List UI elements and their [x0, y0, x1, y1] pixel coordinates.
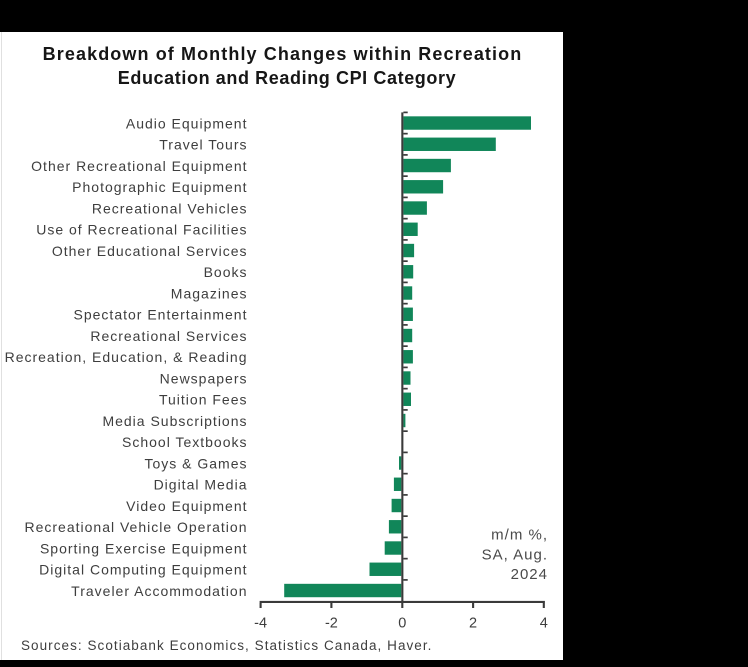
svg-text:Other Educational Services: Other Educational Services	[52, 243, 248, 259]
svg-text:Toys & Games: Toys & Games	[144, 455, 247, 471]
svg-text:Newspapers: Newspapers	[160, 370, 248, 386]
svg-text:Digital Computing Equipment: Digital Computing Equipment	[39, 562, 247, 578]
svg-text:2024: 2024	[511, 566, 548, 583]
svg-text:Audio Equipment: Audio Equipment	[126, 115, 248, 131]
svg-text:-4: -4	[254, 616, 267, 632]
svg-text:Breakdown of Monthly Changes w: Breakdown of Monthly Changes within Recr…	[43, 44, 523, 64]
svg-text:School Textbooks: School Textbooks	[122, 434, 247, 450]
svg-text:Use of Recreational Facilities: Use of Recreational Facilities	[36, 222, 247, 238]
svg-text:m/m %,: m/m %,	[491, 527, 548, 544]
svg-text:-2: -2	[325, 616, 338, 632]
svg-text:Books: Books	[204, 264, 248, 280]
svg-text:Tuition Fees: Tuition Fees	[159, 392, 248, 408]
svg-text:Magazines: Magazines	[171, 285, 248, 301]
svg-text:Digital Media: Digital Media	[154, 477, 248, 493]
svg-text:Recreational Vehicle Operation: Recreational Vehicle Operation	[24, 519, 247, 535]
svg-text:Travel Tours: Travel Tours	[159, 137, 247, 153]
svg-text:Video Equipment: Video Equipment	[126, 498, 247, 514]
svg-text:Recreational Services: Recreational Services	[90, 328, 247, 344]
svg-text:Education and Reading CPI Cate: Education and Reading CPI Category	[118, 68, 456, 88]
svg-text:Sporting Exercise Equipment: Sporting Exercise Equipment	[40, 540, 248, 556]
svg-text:Other Recreational Equipment: Other Recreational Equipment	[31, 158, 247, 174]
svg-text:SA, Aug.: SA, Aug.	[482, 547, 548, 564]
svg-text:Recreational Vehicles: Recreational Vehicles	[92, 200, 248, 216]
svg-text:2: 2	[469, 616, 477, 632]
svg-text:Sources: Scotiabank Economics,: Sources: Scotiabank Economics, Statistic…	[21, 638, 432, 653]
svg-text:Photographic Equipment: Photographic Equipment	[72, 179, 247, 195]
svg-text:Spectator Entertainment: Spectator Entertainment	[74, 307, 248, 323]
svg-text:Media Subscriptions: Media Subscriptions	[102, 413, 247, 429]
svg-text:0: 0	[398, 616, 406, 632]
svg-text:Recreation, Education, & Readi: Recreation, Education, & Reading	[5, 349, 248, 365]
svg-text:4: 4	[540, 616, 548, 632]
svg-text:Traveler Accommodation: Traveler Accommodation	[71, 583, 247, 599]
